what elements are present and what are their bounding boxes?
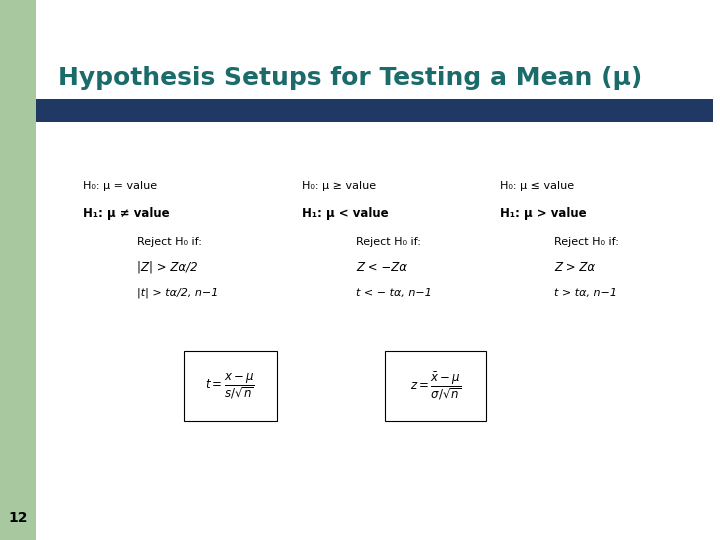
Text: |t| > tα/2, n−1: |t| > tα/2, n−1 <box>137 287 218 298</box>
Text: |Z| > Zα/2: |Z| > Zα/2 <box>137 261 197 274</box>
Text: $t = \dfrac{x - \mu}{s/\sqrt{n}}$: $t = \dfrac{x - \mu}{s/\sqrt{n}}$ <box>205 372 256 401</box>
FancyBboxPatch shape <box>36 0 252 108</box>
Text: t < − tα, n−1: t < − tα, n−1 <box>356 288 432 298</box>
Text: Hypothesis Setups for Testing a Mean (μ): Hypothesis Setups for Testing a Mean (μ) <box>58 66 642 90</box>
Text: $z = \dfrac{\bar{x} - \mu}{\sigma/\sqrt{n}}$: $z = \dfrac{\bar{x} - \mu}{\sigma/\sqrt{… <box>410 370 462 402</box>
Text: H₀: μ ≤ value: H₀: μ ≤ value <box>500 181 575 191</box>
FancyBboxPatch shape <box>0 0 36 540</box>
Text: Reject H₀ if:: Reject H₀ if: <box>356 237 421 247</box>
Text: t > tα, n−1: t > tα, n−1 <box>554 288 618 298</box>
Text: H₁: μ < value: H₁: μ < value <box>302 207 389 220</box>
FancyBboxPatch shape <box>36 0 713 151</box>
FancyBboxPatch shape <box>184 351 277 421</box>
Text: H₁: μ > value: H₁: μ > value <box>500 207 587 220</box>
FancyBboxPatch shape <box>385 351 486 421</box>
Text: H₀: μ ≥ value: H₀: μ ≥ value <box>302 181 377 191</box>
Text: H₀: μ = value: H₀: μ = value <box>83 181 157 191</box>
Text: H₁: μ ≠ value: H₁: μ ≠ value <box>83 207 169 220</box>
Text: Z < −Zα: Z < −Zα <box>356 261 408 274</box>
Text: Z > Zα: Z > Zα <box>554 261 595 274</box>
Text: Reject H₀ if:: Reject H₀ if: <box>554 237 619 247</box>
FancyBboxPatch shape <box>36 99 713 122</box>
Text: 12: 12 <box>8 511 28 525</box>
Text: Reject H₀ if:: Reject H₀ if: <box>137 237 202 247</box>
